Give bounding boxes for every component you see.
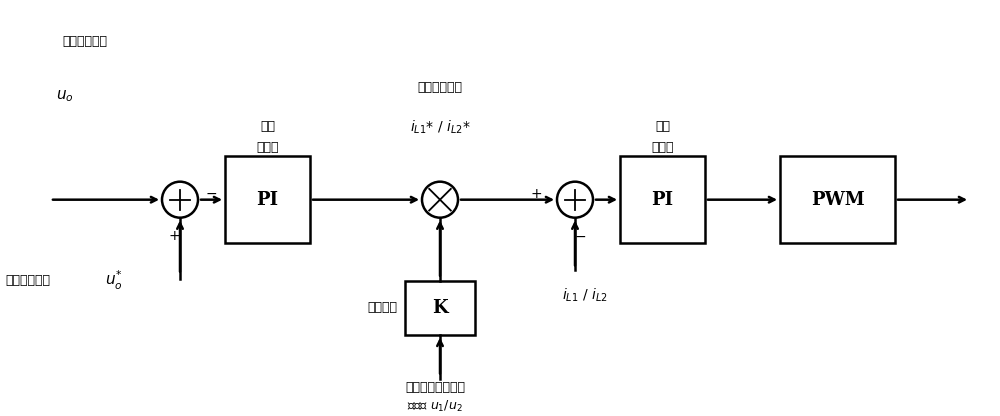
Text: $\mathit{u}_{o}$: $\mathit{u}_{o}$ [56, 88, 74, 104]
Text: 电压: 电压 [260, 120, 275, 133]
Text: 调节器: 调节器 [256, 141, 279, 154]
Bar [780, 156, 895, 243]
Bar [405, 281, 475, 335]
Text: 采样三相半波整流: 采样三相半波整流 [405, 381, 465, 394]
Text: PI: PI [256, 191, 279, 209]
Text: 调节器: 调节器 [651, 141, 674, 154]
Text: PI: PI [651, 191, 674, 209]
Text: −: − [206, 187, 218, 201]
Text: $\mathit{u}_{o}^{*}$: $\mathit{u}_{o}^{*}$ [105, 269, 123, 292]
Text: 比例系数: 比例系数 [367, 301, 397, 314]
Text: K: K [432, 299, 448, 317]
Bar [225, 156, 310, 243]
Text: PWM: PWM [811, 191, 864, 209]
Text: 电感电流给定: 电感电流给定 [418, 81, 462, 94]
Bar [620, 156, 705, 243]
Text: 输出电压采样: 输出电压采样 [62, 35, 108, 48]
Text: +: + [169, 229, 180, 243]
Text: 线电压 $\mathit{u}_{1}$/$\mathit{u}_{2}$: 线电压 $\mathit{u}_{1}$/$\mathit{u}_{2}$ [407, 399, 463, 414]
Text: −: − [575, 229, 586, 243]
Text: $\mathit{i}_{L1}$ / $\mathit{i}_{L2}$: $\mathit{i}_{L1}$ / $\mathit{i}_{L2}$ [562, 287, 608, 305]
Text: 输出电压给定: 输出电压给定 [5, 274, 50, 287]
Text: $\mathit{i}_{L1}$* / $\mathit{i}_{L2}$*: $\mathit{i}_{L1}$* / $\mathit{i}_{L2}$* [410, 119, 470, 136]
Text: +: + [530, 187, 542, 201]
Text: 电流: 电流 [655, 120, 670, 133]
